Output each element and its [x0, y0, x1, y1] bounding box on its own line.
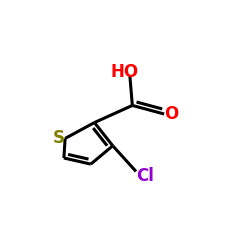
Text: HO: HO — [110, 63, 138, 81]
Text: S: S — [52, 130, 64, 148]
Text: Cl: Cl — [136, 167, 154, 185]
Text: O: O — [164, 105, 178, 123]
